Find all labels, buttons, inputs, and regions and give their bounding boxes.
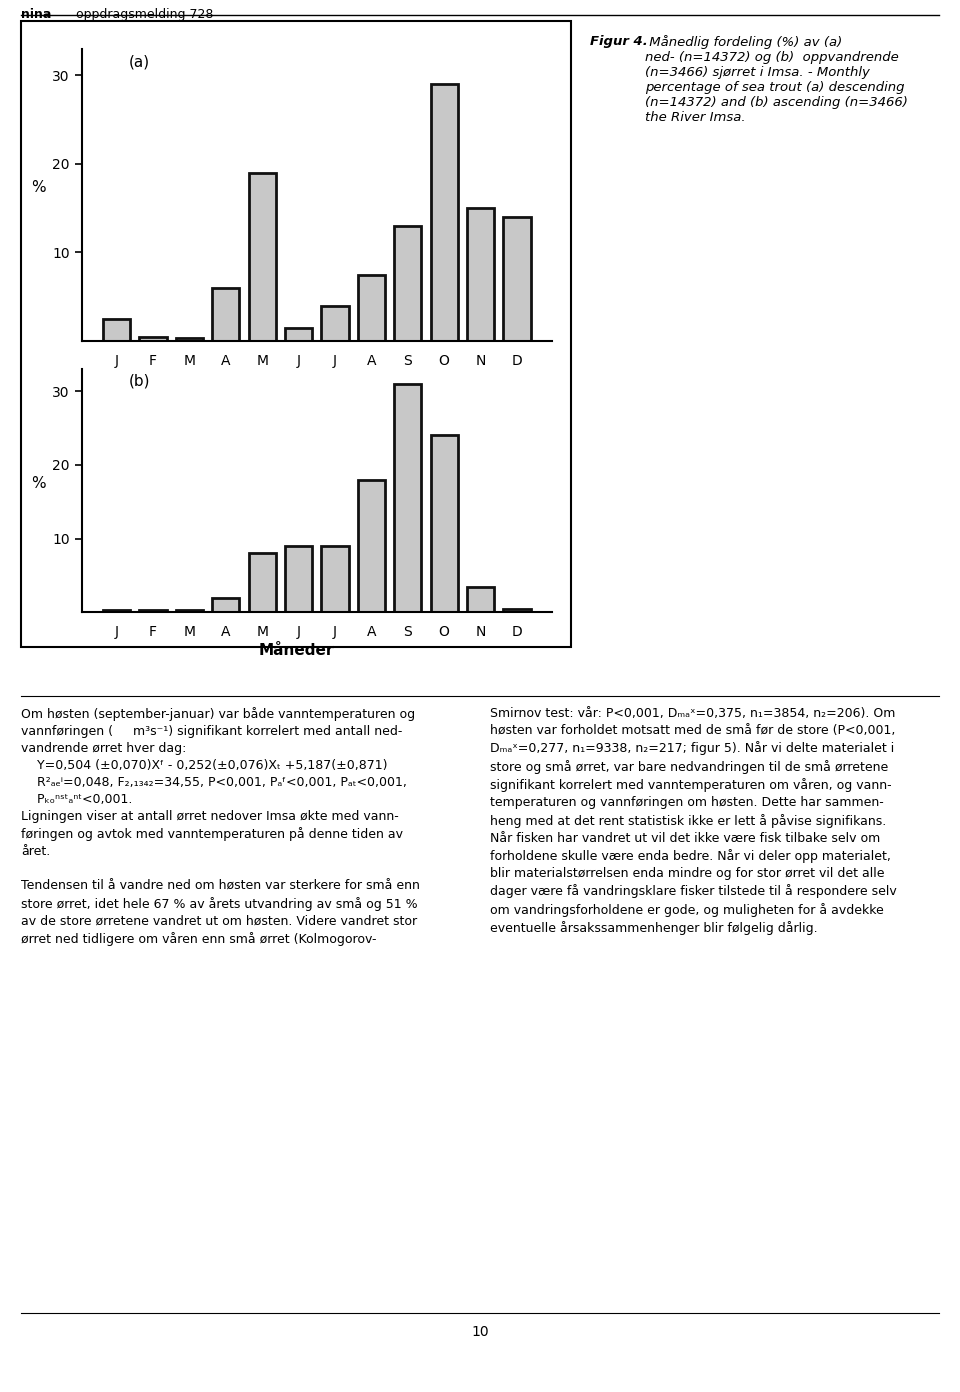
Text: Smirnov test: vår: P<0,001, Dₘₐˣ=0,375, n₁=3854, n₂=206). Om
høsten var forholde: Smirnov test: vår: P<0,001, Dₘₐˣ=0,375, … (490, 707, 897, 935)
Bar (176, 338, 204, 341)
Bar (467, 209, 494, 341)
Bar (430, 436, 458, 612)
Text: 10: 10 (471, 1325, 489, 1339)
Text: (b): (b) (129, 373, 150, 388)
Bar (139, 610, 167, 612)
Bar (322, 546, 348, 612)
Bar (358, 274, 385, 341)
Bar (249, 554, 276, 612)
Y-axis label: %: % (31, 180, 45, 195)
Bar (503, 217, 531, 341)
Bar (139, 337, 167, 341)
Bar (212, 597, 239, 612)
Bar (103, 319, 131, 341)
Text: Figur 4.: Figur 4. (590, 35, 648, 47)
Bar (249, 173, 276, 341)
Text: (a): (a) (129, 54, 150, 70)
Bar (322, 306, 348, 341)
Bar (285, 327, 312, 341)
Text: Månedlig fordeling (%) av (a)
ned- (n=14372) og (b)  oppvandrende
(n=3466) sjørr: Månedlig fordeling (%) av (a) ned- (n=14… (645, 35, 908, 124)
Bar (212, 288, 239, 341)
Text: Om høsten (september-januar) var både vanntemperaturen og
vannføringen (     m³s: Om høsten (september-januar) var både va… (21, 707, 420, 947)
Bar (103, 610, 131, 612)
Text: oppdragsmelding 728: oppdragsmelding 728 (72, 7, 213, 21)
Y-axis label: %: % (31, 476, 45, 490)
Bar (503, 608, 531, 612)
Bar (358, 480, 385, 612)
Text: Måneder: Måneder (258, 643, 334, 658)
Text: nina: nina (21, 7, 52, 21)
Bar (395, 226, 421, 341)
Bar (395, 384, 421, 612)
Bar (176, 610, 204, 612)
Bar (430, 84, 458, 341)
Bar (467, 586, 494, 612)
Bar (285, 546, 312, 612)
